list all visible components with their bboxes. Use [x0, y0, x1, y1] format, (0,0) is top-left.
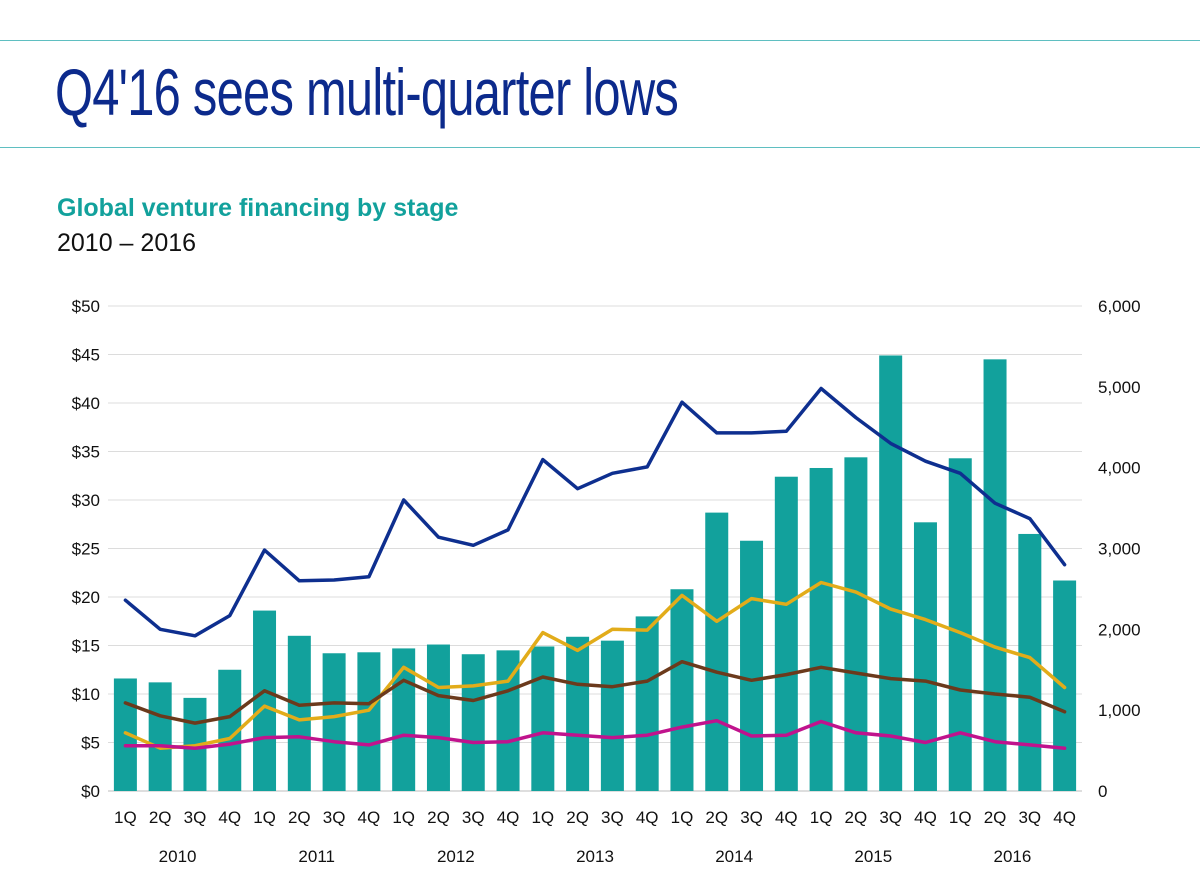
- right-axis-tick-label: 6,000: [1098, 297, 1141, 316]
- header-rule-top: [0, 40, 1200, 41]
- left-axis-tick-label: $0: [81, 782, 100, 801]
- x-axis-year-label: 2016: [994, 847, 1032, 866]
- right-axis-tick-label: 3,000: [1098, 540, 1141, 559]
- bar: [253, 610, 277, 791]
- x-axis-tick-label: 3Q: [740, 808, 763, 827]
- x-axis-tick-label: 3Q: [323, 808, 346, 827]
- bar: [148, 682, 172, 791]
- bar: [705, 512, 729, 791]
- x-axis-tick-label: 4Q: [775, 808, 798, 827]
- left-axis-tick-label: $40: [72, 394, 100, 413]
- left-axis-tick-label: $50: [72, 297, 100, 316]
- x-axis-tick-label: 3Q: [879, 808, 902, 827]
- x-axis-tick-label: 3Q: [184, 808, 207, 827]
- line-series: [123, 386, 1067, 750]
- right-axis-tick-label: 0: [1098, 782, 1107, 801]
- x-axis-tick-label: 3Q: [462, 808, 485, 827]
- bar: [461, 654, 485, 791]
- axes: $0 $5 $10 $15 $20 $25 $30 $35 $40 $45 $50 0 1,000 2,0…: [72, 297, 1141, 866]
- x-axis-year-label: 2015: [854, 847, 892, 866]
- x-axis-year-label: 2014: [715, 847, 753, 866]
- left-axis-tick-label: $35: [72, 443, 100, 462]
- x-axis-tick-label: 1Q: [253, 808, 276, 827]
- bar: [879, 355, 903, 791]
- x-axis-tick-label: 4Q: [914, 808, 937, 827]
- page-headline: Q4'16 sees multi-quarter lows: [55, 55, 679, 129]
- left-axis-tick-label: $25: [72, 540, 100, 559]
- chart-title: Global venture financing by stage: [57, 194, 459, 222]
- bar: [496, 650, 520, 791]
- bar: [670, 589, 694, 791]
- x-axis-tick-label: 1Q: [531, 808, 554, 827]
- bar: [566, 636, 590, 791]
- series-line-3: [123, 659, 1067, 725]
- right-axis-tick-label: 5,000: [1098, 378, 1141, 397]
- bar: [531, 646, 555, 791]
- series-line-2: [123, 580, 1067, 750]
- x-axis-tick-label: 2Q: [149, 808, 172, 827]
- x-axis-tick-label: 4Q: [218, 808, 241, 827]
- x-axis-tick-label: 1Q: [114, 808, 137, 827]
- left-axis-tick-label: $30: [72, 491, 100, 510]
- x-axis-tick-label: 2Q: [288, 808, 311, 827]
- bar: [357, 652, 381, 791]
- x-axis-tick-label: 1Q: [671, 808, 694, 827]
- bar: [913, 522, 937, 791]
- x-axis-tick-label: 3Q: [1018, 808, 1041, 827]
- x-axis-tick-label: 4Q: [358, 808, 381, 827]
- bar: [1018, 533, 1042, 791]
- bar: [983, 359, 1007, 791]
- x-axis-tick-label: 4Q: [1053, 808, 1076, 827]
- chart-subtitle: 2010 – 2016: [57, 229, 197, 257]
- series-line-1: [123, 386, 1067, 638]
- left-axis-tick-label: $45: [72, 346, 100, 365]
- bar: [635, 616, 659, 791]
- x-axis-year-label: 2012: [437, 847, 475, 866]
- bar: [322, 653, 346, 791]
- series-line-4: [123, 718, 1067, 750]
- bar: [600, 640, 624, 791]
- x-axis-tick-label: 2Q: [705, 808, 728, 827]
- bar: [287, 635, 311, 791]
- bar: [426, 644, 450, 791]
- x-axis-tick-label: 1Q: [392, 808, 415, 827]
- left-axis-tick-label: $20: [72, 588, 100, 607]
- bar: [740, 540, 764, 791]
- right-axis-tick-label: 2,000: [1098, 620, 1141, 639]
- x-axis-tick-label: 4Q: [497, 808, 520, 827]
- right-axis-tick-label: 1,000: [1098, 701, 1141, 720]
- left-axis-tick-label: $15: [72, 637, 100, 656]
- x-axis-tick-label: 1Q: [810, 808, 833, 827]
- x-axis-tick-label: 3Q: [601, 808, 624, 827]
- x-axis-tick-label: 2Q: [984, 808, 1007, 827]
- bar: [774, 476, 798, 791]
- right-axis-tick-label: 4,000: [1098, 459, 1141, 478]
- bar-series: [113, 355, 1077, 791]
- x-axis-tick-label: 2Q: [566, 808, 589, 827]
- x-axis-year-label: 2010: [159, 847, 197, 866]
- x-axis-tick-label: 2Q: [845, 808, 868, 827]
- x-axis-year-label: 2011: [298, 847, 335, 866]
- x-axis-tick-label: 4Q: [636, 808, 659, 827]
- x-axis-tick-label: 2Q: [427, 808, 450, 827]
- x-axis-year-label: 2013: [576, 847, 614, 866]
- header-rule-bottom: [0, 147, 1200, 148]
- bar: [844, 457, 868, 791]
- bar: [218, 669, 242, 791]
- left-axis-tick-label: $5: [81, 734, 100, 753]
- bar: [948, 458, 972, 791]
- x-axis-tick-label: 1Q: [949, 808, 972, 827]
- left-axis-tick-label: $10: [72, 685, 100, 704]
- bar: [809, 467, 833, 791]
